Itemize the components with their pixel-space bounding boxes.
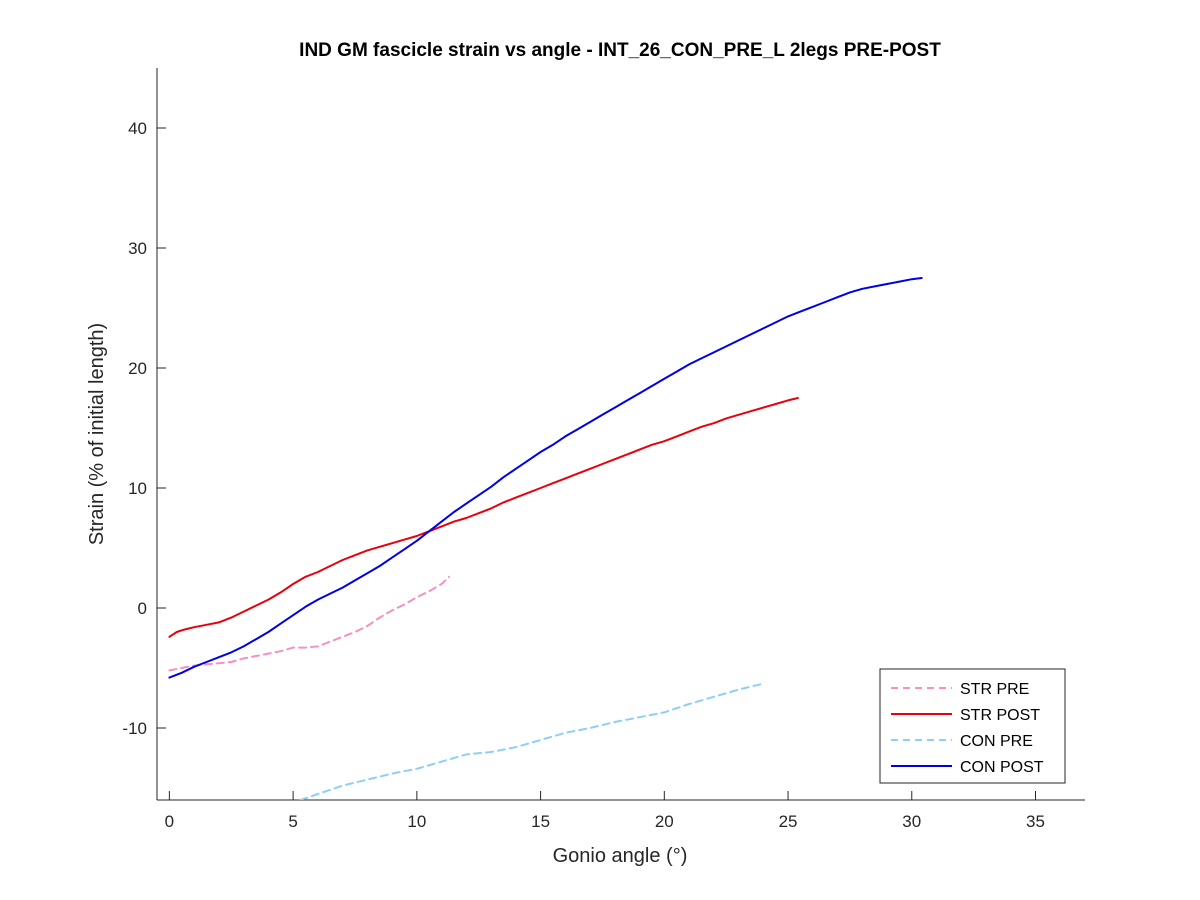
y-tick-label: 0 [138,599,147,618]
x-axis-label: Gonio angle (°) [553,845,688,867]
series-line-str-pre [168,575,450,672]
x-tick-label: 20 [655,812,674,831]
chart-title: IND GM fascicle strain vs angle - INT_26… [299,40,941,61]
series-line-con-pre [299,682,765,800]
y-tick-label: 40 [128,119,147,138]
y-axis-label: Strain (% of initial length) [86,323,108,545]
y-tick-label: 30 [128,239,147,258]
legend-entry-label: CON PRE [960,733,1033,750]
x-tick-label: 5 [288,812,297,831]
series-line-str-post [168,397,799,638]
y-tick-label: 20 [128,359,147,378]
x-tick-label: 35 [1026,812,1045,831]
series-lines [168,277,923,800]
axes: 0 5 10 15 20 25 30 35 -10 0 10 20 30 40 [122,68,1085,831]
series-line-con-post [168,277,923,679]
x-tick-label: 25 [779,812,798,831]
x-tick-label: 10 [407,812,426,831]
legend-box [879,668,1066,784]
y-tick-label: 10 [128,479,147,498]
legend-entry-label: CON POST [960,759,1044,776]
y-tick-label: -10 [122,719,147,738]
x-tick-label: 0 [165,812,174,831]
x-tick-label: 30 [902,812,921,831]
legend-entry-label: STR PRE [960,681,1029,698]
x-tick-label: 15 [531,812,550,831]
legend-entry-label: STR POST [960,707,1040,724]
legend: STR PRE STR POST CON PRE CON POST [879,668,1066,784]
